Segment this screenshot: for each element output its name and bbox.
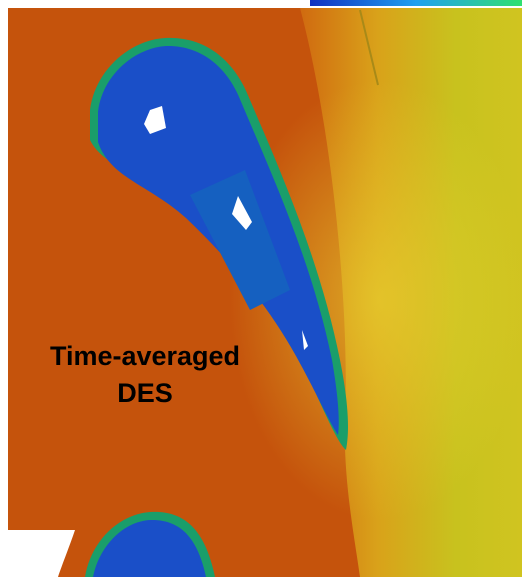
colorbar [310, 0, 522, 6]
page: Time-averaged DES (() => { const data = … [0, 0, 522, 577]
label-line: DES [117, 378, 173, 408]
label-line: Time-averaged [50, 341, 240, 371]
left-margin [0, 0, 8, 577]
contour-figure: Time-averaged DES [0, 0, 522, 577]
